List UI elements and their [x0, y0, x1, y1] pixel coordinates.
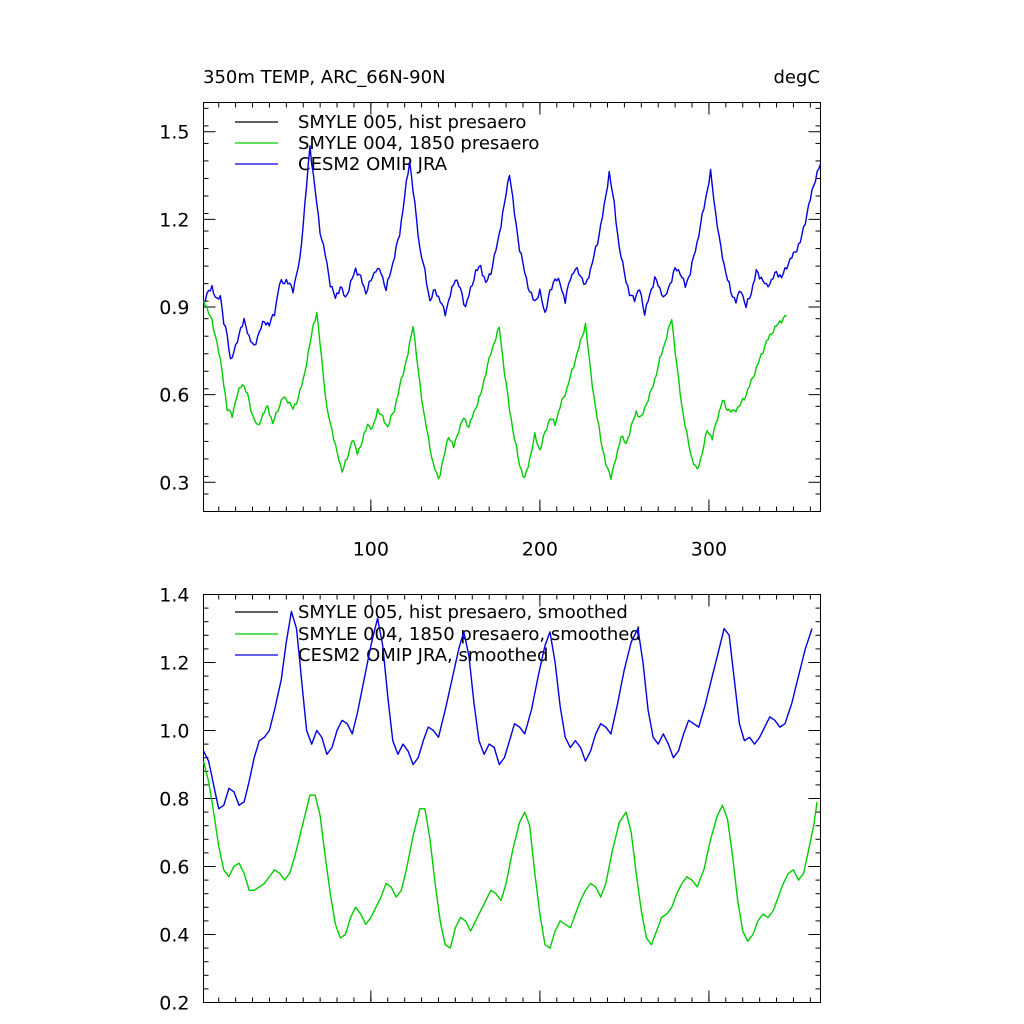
top-x-tick-label: 100	[353, 539, 389, 561]
top-y-tick-label: 0.9	[159, 297, 189, 319]
top-y-tick-label: 0.3	[159, 472, 189, 494]
top-legend: SMYLE 005, hist presaero SMYLE 004, 1850…	[235, 112, 539, 175]
bottom-panel: 0.2 0.4 0.6 0.8 1.0 1.2 1.4 SMYLE 005, hist pr…	[159, 585, 821, 1015]
bottom-y-tick-label: 1.2	[159, 653, 189, 675]
bottom-legend-label-black: SMYLE 005, hist presaero, smoothed	[298, 602, 628, 623]
bottom-legend-label-green: SMYLE 004, 1850 presaero, smoothed	[298, 624, 641, 645]
top-x-tick-label: 300	[691, 539, 727, 561]
top-panel: 350m TEMP, ARC_66N-90N degC 0.3 0.6 0.9 1.2…	[159, 67, 822, 561]
bottom-legend-label-blue: CESM2 OMIP JRA, smoothed	[298, 645, 548, 666]
bottom-y-tick-label: 0.2	[159, 993, 189, 1015]
bottom-series	[202, 610, 818, 949]
top-y-axis: 0.3 0.6 0.9 1.2 1.5	[159, 107, 821, 512]
bottom-y-tick-label: 1.0	[159, 721, 189, 743]
top-y-tick-label: 0.6	[159, 385, 189, 407]
top-legend-label-black: SMYLE 005, hist presaero	[298, 112, 526, 133]
top-legend-label-blue: CESM2 OMIP JRA	[298, 154, 448, 175]
top-y-tick-label: 1.5	[159, 122, 189, 144]
top-series-line-blue	[203, 145, 822, 360]
top-y-tick-label: 1.2	[159, 209, 189, 231]
top-x-axis: 100 200 300	[218, 102, 811, 561]
bottom-y-axis: 0.2 0.4 0.6 0.8 1.0 1.2 1.4	[159, 585, 821, 1015]
bottom-y-tick-label: 0.6	[159, 857, 189, 879]
bottom-series-line-blue	[202, 610, 813, 810]
top-legend-label-green: SMYLE 004, 1850 presaero	[298, 133, 539, 154]
bottom-x-axis	[218, 594, 811, 1003]
bottom-y-tick-label: 1.4	[159, 585, 189, 607]
top-plot-frame	[203, 102, 821, 512]
top-series	[202, 145, 822, 481]
bottom-legend: SMYLE 005, hist presaero, smoothed SMYLE…	[235, 602, 641, 666]
bottom-y-tick-label: 0.4	[159, 925, 189, 947]
top-series-line-green	[202, 300, 787, 481]
bottom-y-tick-label: 0.8	[159, 789, 189, 811]
top-title-right: degC	[774, 67, 821, 88]
bottom-series-line-green	[202, 760, 818, 949]
top-title-left: 350m TEMP, ARC_66N-90N	[203, 67, 446, 88]
top-x-tick-label: 200	[522, 539, 558, 561]
